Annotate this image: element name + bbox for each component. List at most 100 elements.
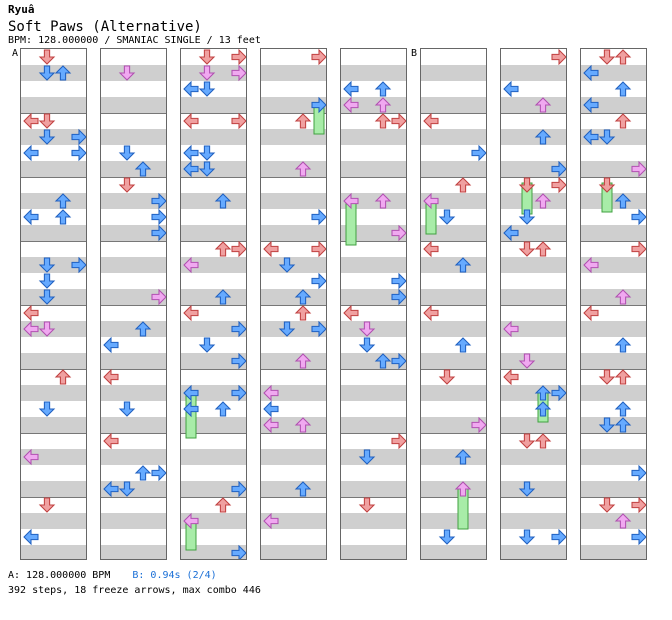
measure-line [501,433,566,434]
right-arrow-icon [151,464,166,482]
up-arrow-icon [374,113,392,129]
right-arrow-icon [311,240,326,258]
right-arrow-icon [391,432,406,450]
left-arrow-icon [343,192,359,210]
measure-line [21,177,86,178]
right-arrow-icon [631,240,646,258]
up-arrow-icon [614,81,632,97]
measure-line [181,113,246,114]
up-arrow-icon [454,449,472,465]
left-arrow-icon [23,528,39,546]
up-arrow-icon [134,161,152,177]
right-arrow-icon [471,416,486,434]
up-arrow-icon [614,193,632,209]
left-arrow-icon [263,240,279,258]
up-arrow-icon [294,305,312,321]
measure-line [341,305,406,306]
measure-line [581,433,646,434]
left-arrow-icon [583,304,599,322]
step-arrows [583,49,646,546]
down-arrow-icon [438,529,456,545]
down-arrow-icon [118,401,136,417]
left-arrow-icon [23,112,39,130]
left-arrow-icon [583,96,599,114]
left-arrow-icon [503,80,519,98]
right-arrow-icon [231,384,246,402]
left-arrow-icon [183,384,199,402]
up-arrow-icon [534,97,552,113]
measure-line [421,369,486,370]
up-arrow-icon [534,401,552,417]
measure-line [501,241,566,242]
step-arrows [503,49,566,546]
right-arrow-icon [551,176,566,194]
up-arrow-icon [54,193,72,209]
measure-line [421,177,486,178]
right-arrow-icon [311,49,326,66]
measure-line [261,305,326,306]
measure-line [181,433,246,434]
left-arrow-icon [583,128,599,146]
down-arrow-icon [598,369,616,385]
step-arrows [263,49,326,530]
measure-line [21,113,86,114]
up-arrow-icon [134,321,152,337]
measure-line [501,177,566,178]
down-arrow-icon [518,209,536,225]
artist-name: Ryuâ [8,3,35,16]
up-arrow-icon [374,97,392,113]
down-arrow-icon [358,449,376,465]
left-arrow-icon [183,112,199,130]
left-arrow-icon [263,384,279,402]
right-arrow-icon [311,320,326,338]
step-arrows [343,80,406,513]
left-arrow-icon [503,368,519,386]
up-arrow-icon [294,113,312,129]
step-arrows [183,49,246,559]
up-arrow-icon [454,481,472,497]
right-arrow-icon [311,272,326,290]
left-arrow-icon [23,320,39,338]
left-arrow-icon [103,368,119,386]
left-arrow-icon [103,336,119,354]
measure-line [21,305,86,306]
left-arrow-icon [23,448,39,466]
bpm-marker-b: B [411,48,418,59]
up-arrow-icon [214,241,232,257]
right-arrow-icon [631,208,646,226]
up-arrow-icon [614,369,632,385]
right-arrow-icon [231,544,246,559]
down-arrow-icon [438,369,456,385]
down-arrow-icon [198,81,216,97]
bpm-info: A: 128.000000 BPM B: 0.94s (2/4) [8,570,217,581]
right-arrow-icon [151,224,166,242]
chart-column-7 [500,48,567,560]
bpm-a-text: A: 128.000000 BPM [8,570,111,581]
measure-line [501,305,566,306]
down-arrow-icon [38,65,56,81]
measure-line [181,369,246,370]
left-arrow-icon [183,512,199,530]
up-arrow-icon [54,209,72,225]
up-arrow-icon [294,417,312,433]
measure-line [501,113,566,114]
measure-line [341,497,406,498]
up-arrow-icon [534,241,552,257]
right-arrow-icon [71,128,86,146]
left-arrow-icon [183,160,199,178]
right-arrow-icon [151,288,166,306]
up-arrow-icon [534,433,552,449]
left-arrow-icon [263,416,279,434]
left-arrow-icon [263,512,279,530]
down-arrow-icon [38,113,56,129]
down-arrow-icon [38,49,56,65]
up-arrow-icon [134,465,152,481]
up-arrow-icon [614,417,632,433]
down-arrow-icon [518,177,536,193]
right-arrow-icon [231,320,246,338]
measure-line [261,433,326,434]
left-arrow-icon [423,112,439,130]
step-arrows [103,65,166,498]
chart-column-2 [100,48,167,560]
measure-line [21,497,86,498]
